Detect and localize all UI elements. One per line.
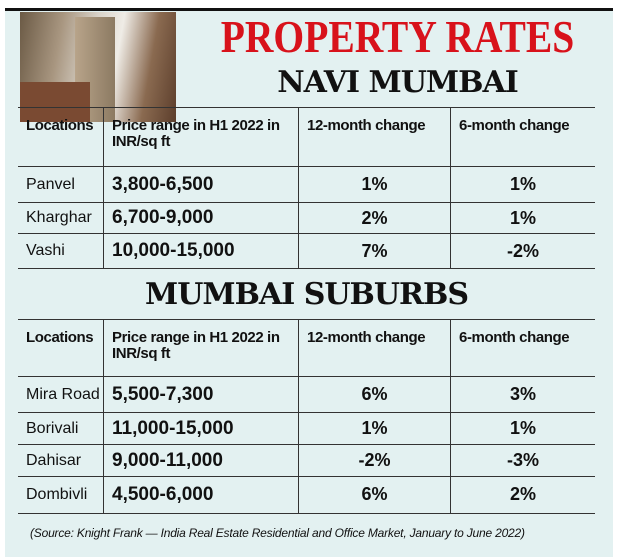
source-note: (Source: Knight Frank — India Real Estat… bbox=[30, 526, 525, 540]
change-6m-cell: 3% bbox=[450, 376, 595, 413]
change-6m-cell: 1% bbox=[450, 412, 595, 445]
table-row: Dombivli 4,500-6,000 6% 2% bbox=[18, 476, 595, 513]
change-12m-cell: 6% bbox=[298, 376, 451, 413]
location-cell: Dombivli bbox=[18, 476, 104, 513]
location-cell: Mira Road bbox=[18, 376, 104, 413]
column-header: Price range in H1 2022 in INR/sq ft bbox=[103, 107, 299, 167]
main-title: PROPERTY RATES bbox=[220, 11, 575, 62]
table-row: Dahisar 9,000-11,000 -2% -3% bbox=[18, 444, 595, 477]
table-row: Vashi 10,000-15,000 7% -2% bbox=[18, 233, 595, 269]
price-cell: 5,500-7,300 bbox=[103, 376, 299, 413]
navi-mumbai-table: Locations Price range in H1 2022 in INR/… bbox=[18, 107, 595, 269]
location-cell: Vashi bbox=[18, 233, 104, 269]
change-12m-cell: 7% bbox=[298, 233, 451, 269]
change-6m-cell: -3% bbox=[450, 444, 595, 477]
table-row: Panvel 3,800-6,500 1% 1% bbox=[18, 166, 595, 203]
column-header: Price range in H1 2022 in INR/sq ft bbox=[103, 319, 299, 377]
change-12m-cell: 2% bbox=[298, 202, 451, 234]
section-divider bbox=[18, 268, 595, 269]
mumbai-suburbs-table: Locations Price range in H1 2022 in INR/… bbox=[18, 319, 595, 513]
location-cell: Kharghar bbox=[18, 202, 104, 234]
column-header: 6-month change bbox=[450, 107, 595, 167]
table-row: Borivali 11,000-15,000 1% 1% bbox=[18, 412, 595, 445]
change-6m-cell: 1% bbox=[450, 166, 595, 203]
column-header: Locations bbox=[18, 107, 104, 167]
change-6m-cell: 1% bbox=[450, 202, 595, 234]
table-bottom-rule bbox=[18, 513, 595, 514]
building-photo bbox=[20, 12, 176, 122]
change-12m-cell: 6% bbox=[298, 476, 451, 513]
table-header-row: Locations Price range in H1 2022 in INR/… bbox=[18, 319, 595, 377]
location-cell: Borivali bbox=[18, 412, 104, 445]
change-6m-cell: -2% bbox=[450, 233, 595, 269]
price-cell: 3,800-6,500 bbox=[103, 166, 299, 203]
section-heading-navi-mumbai: NAVI MUMBAI bbox=[277, 65, 519, 100]
column-header: Locations bbox=[18, 319, 104, 377]
column-header: 12-month change bbox=[298, 319, 451, 377]
table-header-row: Locations Price range in H1 2022 in INR/… bbox=[18, 107, 595, 167]
price-cell: 11,000-15,000 bbox=[103, 412, 299, 445]
price-cell: 4,500-6,000 bbox=[103, 476, 299, 513]
change-12m-cell: 1% bbox=[298, 166, 451, 203]
price-cell: 6,700-9,000 bbox=[103, 202, 299, 234]
price-cell: 10,000-15,000 bbox=[103, 233, 299, 269]
change-12m-cell: -2% bbox=[298, 444, 451, 477]
price-cell: 9,000-11,000 bbox=[103, 444, 299, 477]
location-cell: Panvel bbox=[18, 166, 104, 203]
section-heading-mumbai-suburbs: MUMBAI SUBURBS bbox=[145, 277, 469, 312]
table-row: Kharghar 6,700-9,000 2% 1% bbox=[18, 202, 595, 234]
table-row: Mira Road 5,500-7,300 6% 3% bbox=[18, 376, 595, 413]
change-6m-cell: 2% bbox=[450, 476, 595, 513]
location-cell: Dahisar bbox=[18, 444, 104, 477]
change-12m-cell: 1% bbox=[298, 412, 451, 445]
column-header: 12-month change bbox=[298, 107, 451, 167]
column-header: 6-month change bbox=[450, 319, 595, 377]
